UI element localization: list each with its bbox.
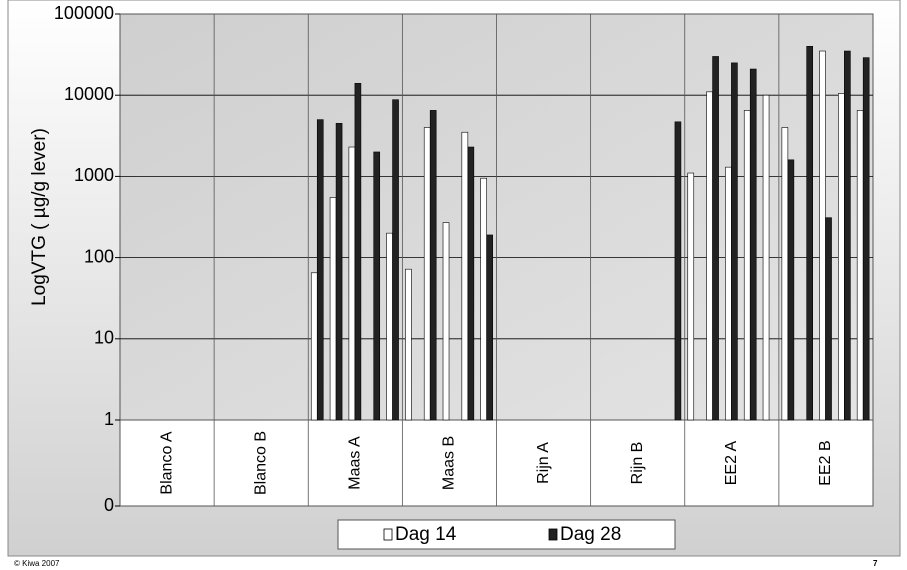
- bar: [762, 94, 770, 421]
- bar: [844, 50, 851, 421]
- footer-right: 7: [873, 559, 878, 568]
- bar: [749, 68, 757, 421]
- x-tick-label: Maas B: [441, 436, 458, 490]
- bar: [743, 110, 751, 421]
- x-tick-label: EE2 B: [817, 440, 834, 485]
- bar: [725, 166, 732, 421]
- bar: [731, 62, 738, 421]
- bar: [373, 151, 381, 421]
- bar: [392, 99, 399, 421]
- y-tick-label: 1: [104, 409, 114, 429]
- bar: [354, 83, 362, 421]
- bar: [819, 50, 826, 421]
- bar: [316, 119, 324, 421]
- bar: [838, 93, 845, 421]
- bar: [429, 110, 437, 421]
- y-tick-label: 10: [94, 328, 114, 348]
- x-tick-label: Rijn A: [535, 442, 552, 484]
- bar: [781, 127, 789, 421]
- x-tick-label: Maas A: [347, 436, 364, 490]
- bar: [687, 172, 695, 421]
- bar: [467, 146, 475, 421]
- bar: [423, 127, 431, 421]
- bar: [480, 177, 487, 421]
- footer-left: © Kiwa 2007: [14, 559, 60, 568]
- bar: [329, 197, 337, 421]
- x-tick-label: Blanco A: [158, 431, 175, 494]
- x-tick-label: EE2 A: [723, 440, 740, 485]
- y-tick-label: 100: [84, 246, 114, 266]
- bar: [825, 217, 832, 421]
- bar: [310, 272, 318, 421]
- bar: [405, 268, 412, 421]
- legend-swatch: [383, 528, 393, 541]
- y-tick-label: 100000: [54, 3, 114, 23]
- bar: [442, 222, 450, 421]
- bar: [486, 234, 493, 421]
- bar: [712, 56, 719, 421]
- legend-label: Dag 14: [395, 524, 457, 545]
- legend-swatch: [548, 528, 558, 541]
- bar: [674, 121, 682, 421]
- bar: [386, 232, 393, 421]
- bar: [856, 110, 864, 421]
- x-tick-label: Blanco B: [252, 431, 269, 495]
- y-axis-label: LogVTG ( µg/g lever): [29, 128, 50, 306]
- y-tick-label: 1000: [74, 165, 114, 185]
- bar: [862, 57, 870, 421]
- y-tick-label: 0: [104, 495, 114, 515]
- x-tick-label: Rijn B: [629, 442, 646, 485]
- bar: [461, 131, 469, 421]
- bar: [806, 46, 814, 421]
- bar: [787, 159, 795, 421]
- y-tick-label: 10000: [64, 84, 114, 104]
- bar: [348, 146, 356, 421]
- bar: [335, 123, 343, 421]
- bar: [706, 91, 713, 421]
- legend: [337, 519, 676, 550]
- legend-label: Dag 28: [560, 524, 621, 545]
